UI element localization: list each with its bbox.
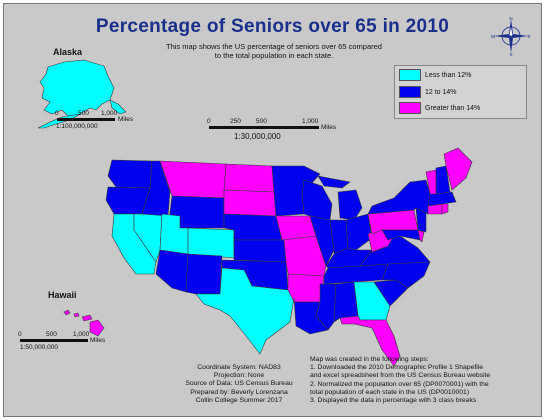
state-NH (435, 165, 451, 195)
legend-item-low: Less than 12% (399, 69, 471, 81)
state-CO (187, 227, 235, 259)
main-scale-tick-1: 250 (230, 118, 241, 125)
main-scale-bar (209, 126, 319, 129)
legend-label-high: Greater than 14% (425, 104, 481, 112)
state-RI (441, 203, 449, 215)
main-scale-tick-3: 1,000 (302, 118, 319, 125)
main-scale-tick-2: 500 (256, 118, 267, 125)
alaska-scale-tick-0: 0 (55, 110, 59, 117)
state-DE (417, 229, 425, 243)
main-scale-unit: Miles (321, 124, 337, 131)
state-AR (287, 273, 325, 303)
step-line-2: and excel spreadsheet from the US Census… (310, 372, 491, 380)
main-scale-ratio: 1:30,000,000 (234, 132, 281, 141)
alaska-scale-unit: Miles (118, 116, 134, 123)
legend-swatch-mid (399, 86, 421, 98)
map-process-steps: Map was created in the following steps: … (310, 356, 535, 405)
alaska-scale-tick-2: 1,000 (101, 110, 118, 117)
map-layout: Percentage of Seniors over 65 in 2010 Th… (3, 3, 542, 417)
step-line-1: 1. Downloaded the 2010 Demographic Profi… (310, 364, 484, 372)
state-ME (443, 147, 473, 191)
legend-item-high: Greater than 14% (399, 102, 480, 114)
alaska-scale-bar (57, 118, 115, 121)
map-title: Percentage of Seniors over 65 in 2010 (95, 16, 450, 37)
legend-label-mid: 12 to 14% (425, 88, 457, 96)
legend-item-mid: 12 to 14% (399, 86, 457, 98)
hawaii-scale-tick-1: 500 (46, 331, 57, 338)
compass-n: N (509, 16, 512, 21)
metadata-coordinate-system: Coordinate System: NAD83 (197, 364, 281, 371)
state-IA (275, 215, 317, 241)
state-HI-4 (89, 319, 105, 337)
state-HI-1 (63, 309, 71, 316)
map-subtitle: This map shows the US percentage of seni… (124, 42, 424, 60)
state-AK (39, 59, 115, 117)
compass-s: S (509, 52, 512, 56)
state-MD (381, 229, 421, 241)
state-HI-3 (81, 314, 93, 322)
state-WY (167, 195, 225, 229)
metadata-course: Collin College Summer 2017 (195, 396, 283, 404)
state-SD (223, 189, 277, 217)
compass-w: W (491, 34, 496, 39)
subtitle-line-2: to the total population in each state. (214, 51, 334, 60)
hawaii-scale-tick-2: 1,000 (73, 331, 90, 338)
map-legend: Less than 12% 12 to 14% Greater than 14% (394, 65, 527, 119)
hawaii-scale-tick-0: 0 (18, 331, 22, 338)
state-OH (345, 213, 373, 251)
compass-rose-icon: N E S W (491, 16, 531, 56)
state-NY (367, 179, 433, 215)
steps-intro: Map was created in the following steps: (310, 356, 429, 363)
main-scale-tick-0: 0 (207, 118, 211, 125)
state-NM (185, 253, 223, 295)
us-map (37, 59, 473, 367)
state-TX (195, 267, 295, 355)
metadata-projection: Projection: None (213, 372, 265, 380)
metadata-source: Source of Data: US Census Bureau (185, 380, 293, 388)
state-FL (339, 315, 401, 367)
hawaii-scale-bar (20, 339, 88, 342)
state-MI-upper (317, 175, 351, 189)
state-MI (337, 189, 363, 221)
legend-label-low: Less than 12% (425, 71, 472, 79)
state-AZ (155, 249, 189, 293)
alaska-label: Alaska (53, 47, 83, 57)
compass-e: E (527, 34, 530, 39)
hawaii-scale-unit: Miles (90, 337, 106, 344)
alaska-scale-tick-1: 500 (78, 110, 89, 117)
step-line-4: total population of each state in the US… (310, 388, 470, 396)
hawaii-scale-ratio: 1:50,000,000 (20, 344, 58, 351)
alaska-scale-ratio: 1:100,000,000 (56, 123, 98, 130)
metadata-author: Prepared by: Beverly Lorenzana (190, 388, 288, 396)
hawaii-label: Hawaii (48, 290, 77, 300)
subtitle-line-1: This map shows the US percentage of seni… (166, 42, 382, 51)
state-WA (107, 159, 153, 189)
state-KS (233, 239, 287, 263)
legend-swatch-high (399, 102, 421, 114)
legend-swatch-low (399, 69, 421, 81)
step-line-5: 3. Displayed the data in percentage with… (310, 397, 477, 405)
step-line-3: 2. Normalized the population over 65 (DP… (310, 380, 489, 388)
state-AL (333, 281, 359, 323)
state-ND (223, 163, 275, 193)
state-IL (309, 215, 335, 267)
state-AK-panhandle (109, 99, 127, 115)
state-HI-2 (73, 312, 80, 318)
map-metadata: Coordinate System: NAD83 Projection: Non… (154, 364, 324, 405)
